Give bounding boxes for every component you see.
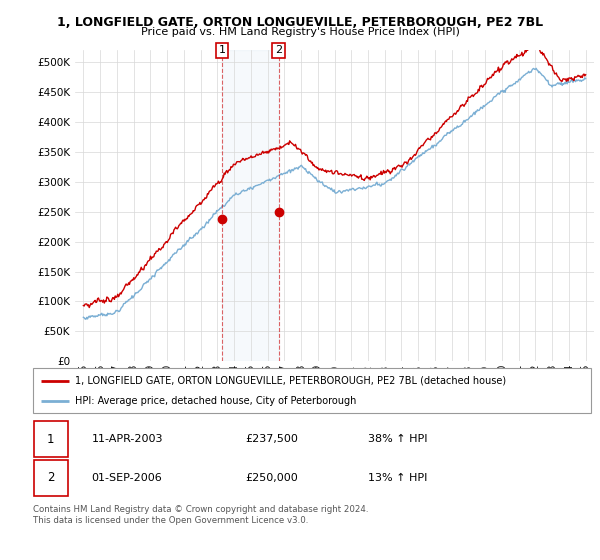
Text: 1, LONGFIELD GATE, ORTON LONGUEVILLE, PETERBOROUGH, PE2 7BL: 1, LONGFIELD GATE, ORTON LONGUEVILLE, PE… <box>57 16 543 29</box>
Text: 2: 2 <box>47 472 55 484</box>
Text: HPI: Average price, detached house, City of Peterborough: HPI: Average price, detached house, City… <box>75 396 356 406</box>
Text: 1: 1 <box>218 45 226 55</box>
Text: £237,500: £237,500 <box>245 434 298 444</box>
Text: 1: 1 <box>47 432 55 446</box>
Text: 38% ↑ HPI: 38% ↑ HPI <box>368 434 427 444</box>
Text: 2: 2 <box>275 45 283 55</box>
Text: 1, LONGFIELD GATE, ORTON LONGUEVILLE, PETERBOROUGH, PE2 7BL (detached house): 1, LONGFIELD GATE, ORTON LONGUEVILLE, PE… <box>75 376 506 386</box>
Text: 11-APR-2003: 11-APR-2003 <box>92 434 163 444</box>
Bar <box>222 50 279 361</box>
FancyBboxPatch shape <box>34 421 68 458</box>
Text: 01-SEP-2006: 01-SEP-2006 <box>92 473 163 483</box>
Text: £250,000: £250,000 <box>245 473 298 483</box>
Text: Contains HM Land Registry data © Crown copyright and database right 2024.
This d: Contains HM Land Registry data © Crown c… <box>33 505 368 525</box>
FancyBboxPatch shape <box>34 460 68 496</box>
Text: Price paid vs. HM Land Registry's House Price Index (HPI): Price paid vs. HM Land Registry's House … <box>140 27 460 37</box>
FancyBboxPatch shape <box>33 368 591 413</box>
Text: 13% ↑ HPI: 13% ↑ HPI <box>368 473 427 483</box>
